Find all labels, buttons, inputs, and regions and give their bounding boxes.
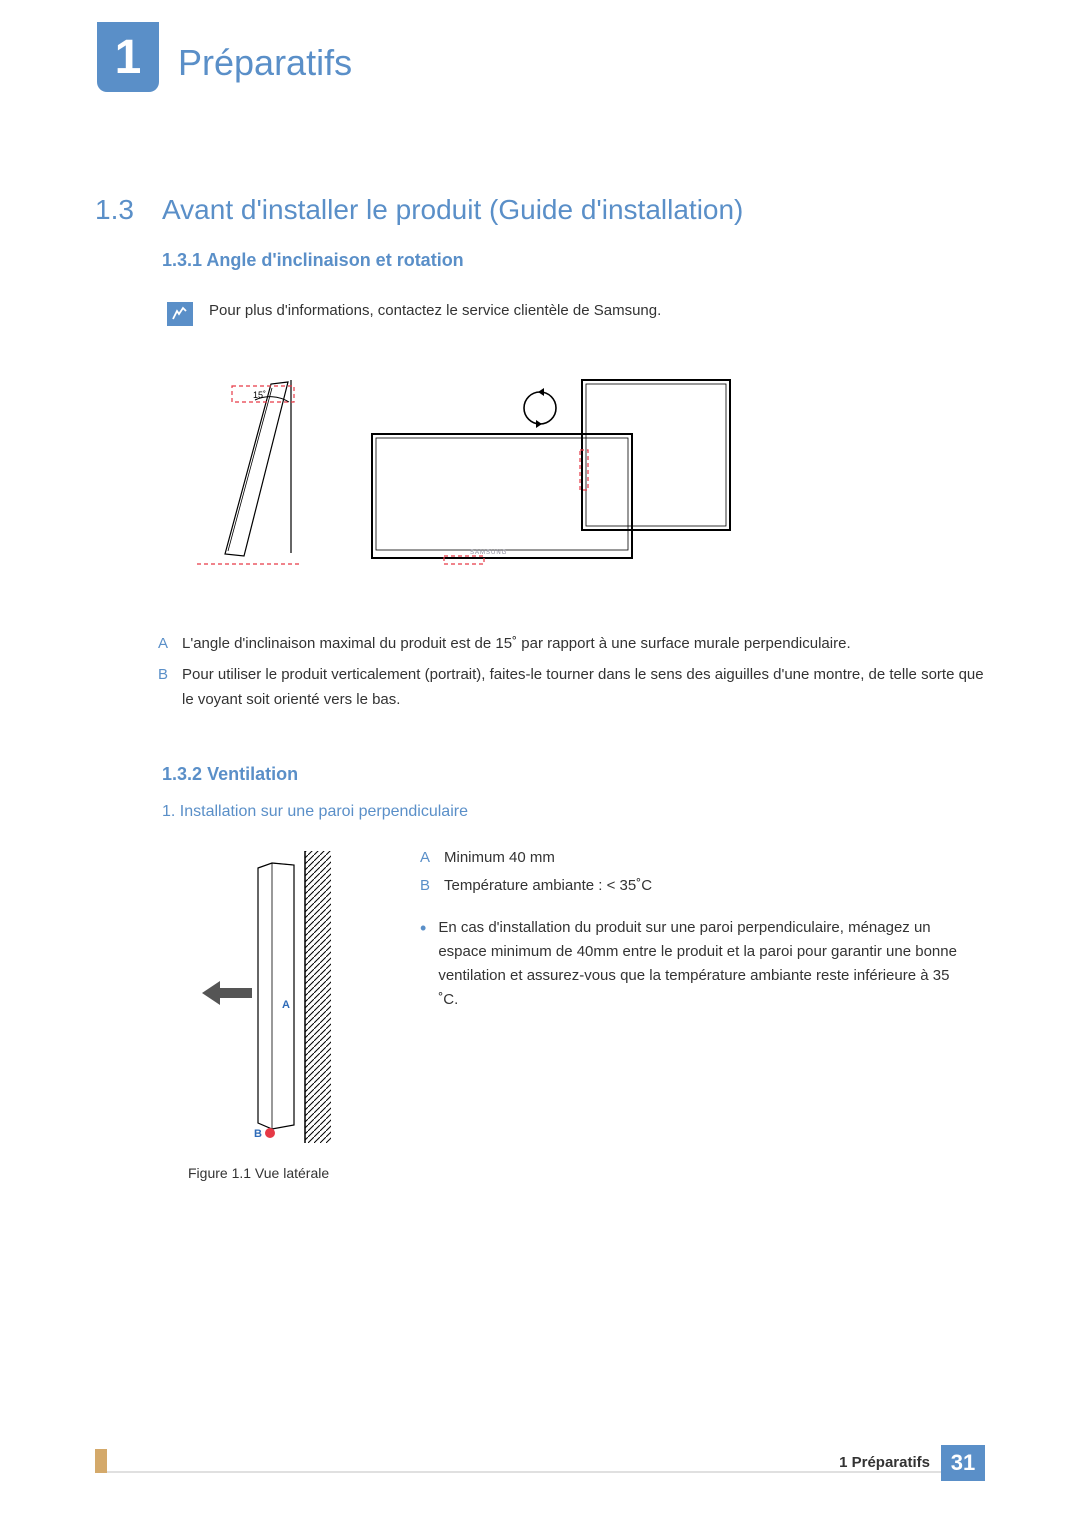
ventilation-diagram: A B (200, 843, 380, 1153)
subsection-2-heading: 1.3.2 Ventilation (162, 764, 298, 785)
point-b: B Pour utiliser le produit verticalement… (158, 663, 988, 713)
footer-text: 1 Préparatifs (839, 1454, 930, 1471)
footer-divider (95, 1471, 985, 1473)
point-text-b: Pour utiliser le produit verticalement (… (182, 663, 988, 713)
brand-label: SAMSUNG (470, 550, 507, 556)
figure-caption: Figure 1.1 Vue latérale (188, 1165, 329, 1181)
chapter-badge: 1 (97, 22, 159, 92)
point-list: A L'angle d'inclinaison maximal du produ… (158, 632, 988, 718)
point-a: A L'angle d'inclinaison maximal du produ… (158, 632, 988, 657)
subsection-1-number: 1.3.1 (162, 250, 202, 270)
subpoint-1: 1. Installation sur une paroi perpendicu… (162, 803, 468, 821)
vent-a: A Minimum 40 mm (420, 846, 960, 870)
note-row: Pour plus d'informations, contactez le s… (167, 302, 661, 326)
subsection-2-number: 1.3.2 (162, 764, 202, 784)
note-text: Pour plus d'informations, contactez le s… (209, 302, 661, 319)
ventilation-text: A Minimum 40 mm B Température ambiante :… (420, 846, 960, 1012)
point-text-a: L'angle d'inclinaison maximal du produit… (182, 632, 851, 657)
subsection-1-heading: 1.3.1 Angle d'inclinaison et rotation (162, 250, 464, 271)
bullet-icon: • (420, 919, 426, 1012)
vent-text-a: Minimum 40 mm (444, 846, 555, 870)
page-number-box: 31 (941, 1445, 985, 1481)
tilt-rotation-diagram: 15˚ SAMSUNG (195, 378, 750, 568)
diagram-label-a: A (282, 999, 290, 1011)
chapter-number: 1 (115, 30, 142, 85)
diagram-dot-b (265, 1128, 275, 1138)
vent-bullet: • En cas d'installation du produit sur u… (420, 916, 960, 1012)
vent-b: B Température ambiante : < 35˚C (420, 874, 960, 898)
subsection-1-title: Angle d'inclinaison et rotation (206, 250, 463, 270)
point-letter-a: A (158, 632, 172, 657)
angle-label: 15˚ (253, 390, 266, 400)
diagram-label-b: B (254, 1128, 262, 1140)
section-number: 1.3 (95, 194, 134, 226)
vent-letter-b: B (420, 874, 434, 898)
note-icon (167, 302, 193, 326)
point-letter-b: B (158, 663, 172, 713)
chapter-title: Préparatifs (178, 42, 352, 84)
vent-text-b: Température ambiante : < 35˚C (444, 874, 652, 898)
vent-letter-a: A (420, 846, 434, 870)
page-number: 31 (951, 1450, 975, 1476)
vent-bullet-text: En cas d'installation du produit sur une… (438, 916, 960, 1012)
subsection-2-title: Ventilation (207, 764, 298, 784)
section-title: Avant d'installer le produit (Guide d'in… (162, 194, 743, 226)
footer-accent (95, 1449, 107, 1473)
